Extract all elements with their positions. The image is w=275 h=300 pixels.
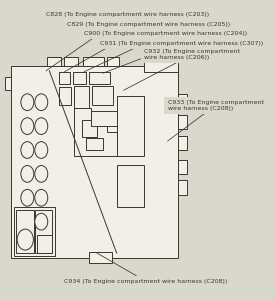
Bar [47, 57, 61, 66]
Text: C934 (To Engine compartment wire harness (C208)): C934 (To Engine compartment wire harness… [64, 253, 228, 284]
Text: C933 (To Engine compartment
wire harness (C208)): C933 (To Engine compartment wire harness… [168, 100, 264, 141]
Bar [91, 111, 117, 126]
Circle shape [21, 142, 34, 158]
Polygon shape [75, 108, 117, 156]
Text: C900 (To Engine compartment wire harness (C204)): C900 (To Engine compartment wire harness… [84, 31, 247, 72]
Bar [89, 251, 112, 263]
Bar [59, 87, 71, 105]
Bar [92, 86, 113, 105]
Circle shape [35, 94, 48, 111]
Bar [59, 72, 70, 84]
Bar [178, 136, 187, 150]
Bar [11, 66, 178, 257]
Bar [16, 210, 34, 253]
Bar [73, 72, 86, 84]
Circle shape [21, 166, 34, 182]
Text: C829 (To Engine compartment wire harness (C205)): C829 (To Engine compartment wire harness… [64, 22, 230, 72]
Bar [75, 86, 89, 108]
Bar [178, 115, 187, 129]
Bar [117, 165, 144, 207]
Circle shape [21, 118, 34, 134]
Bar [178, 94, 187, 108]
Bar [144, 52, 178, 72]
Bar [35, 210, 52, 253]
Circle shape [35, 118, 48, 134]
Bar [37, 235, 52, 253]
Bar [83, 57, 104, 66]
Text: C828 (To Engine compartment wire harness (C203)): C828 (To Engine compartment wire harness… [46, 12, 209, 71]
Circle shape [21, 189, 34, 206]
Circle shape [35, 189, 48, 206]
Bar [89, 72, 110, 84]
Circle shape [35, 142, 48, 158]
Bar [64, 57, 78, 66]
Bar [14, 207, 55, 256]
Bar [5, 77, 11, 90]
Bar [117, 96, 144, 156]
Circle shape [21, 94, 34, 111]
Bar [107, 57, 119, 66]
Circle shape [35, 166, 48, 182]
Bar [82, 120, 97, 136]
Bar [86, 138, 103, 150]
Circle shape [35, 213, 48, 230]
Text: C931 (To Engine compartment wire harness (C307)): C931 (To Engine compartment wire harness… [100, 40, 264, 73]
Bar [178, 181, 187, 195]
Text: C932 (To Engine compartment
wire harness (C206)): C932 (To Engine compartment wire harness… [123, 49, 240, 90]
Bar [178, 160, 187, 174]
Circle shape [17, 229, 33, 250]
